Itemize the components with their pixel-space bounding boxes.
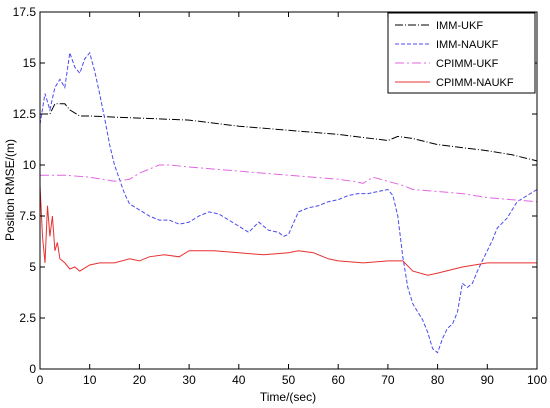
- x-tick-label: 40: [232, 373, 246, 387]
- legend: IMM-UKF IMM-NAUKF CPIMM-UKF CPIMM-NAUKF: [387, 12, 536, 94]
- series-layer: [39, 51, 538, 354]
- y-tick-label: 12.5: [13, 107, 37, 121]
- y-axis-label: Position RMSE/(m): [3, 139, 17, 241]
- legend-label-cpimm-naukf: CPIMM-NAUKF: [436, 77, 514, 89]
- x-tick-label: 80: [431, 373, 445, 387]
- series-line-imm-ukf: [40, 103, 538, 162]
- legend-label-imm-naukf: IMM-NAUKF: [436, 39, 499, 51]
- x-tick-label: 60: [332, 373, 346, 387]
- x-tick-label: 50: [282, 373, 296, 387]
- y-tick-label: 2.5: [19, 311, 36, 325]
- y-tick-label: 5: [29, 260, 36, 274]
- y-tick-label: 0: [29, 362, 36, 376]
- legend-items: IMM-UKF IMM-NAUKF CPIMM-UKF CPIMM-NAUKF: [395, 20, 514, 89]
- x-axis-label: Time/(sec): [260, 390, 316, 404]
- legend-label-cpimm-ukf: CPIMM-UKF: [436, 58, 499, 70]
- legend-box: [387, 12, 536, 94]
- x-tick-label: 10: [83, 373, 97, 387]
- series-line-cpimm-ukf: [40, 164, 538, 203]
- y-tick-label: 10: [23, 158, 37, 172]
- x-tick-label: 70: [381, 373, 395, 387]
- ticks-layer: 0 10 20 30 40 50 60 70 80 90 100 0 2.5 5 7.5 10 12.5 15 17…: [13, 5, 548, 387]
- x-tick-label: 20: [133, 373, 147, 387]
- y-tick-label: 7.5: [19, 209, 36, 223]
- x-tick-label: 0: [37, 373, 44, 387]
- x-tick-label: 100: [527, 373, 547, 387]
- x-tick-label: 90: [481, 373, 495, 387]
- y-tick-label: 15: [23, 56, 37, 70]
- series-line-cpimm-naukf: [39, 185, 537, 276]
- legend-label-imm-ukf: IMM-UKF: [436, 20, 483, 32]
- y-tick-label: 17.5: [13, 5, 37, 19]
- x-tick-label: 30: [182, 373, 196, 387]
